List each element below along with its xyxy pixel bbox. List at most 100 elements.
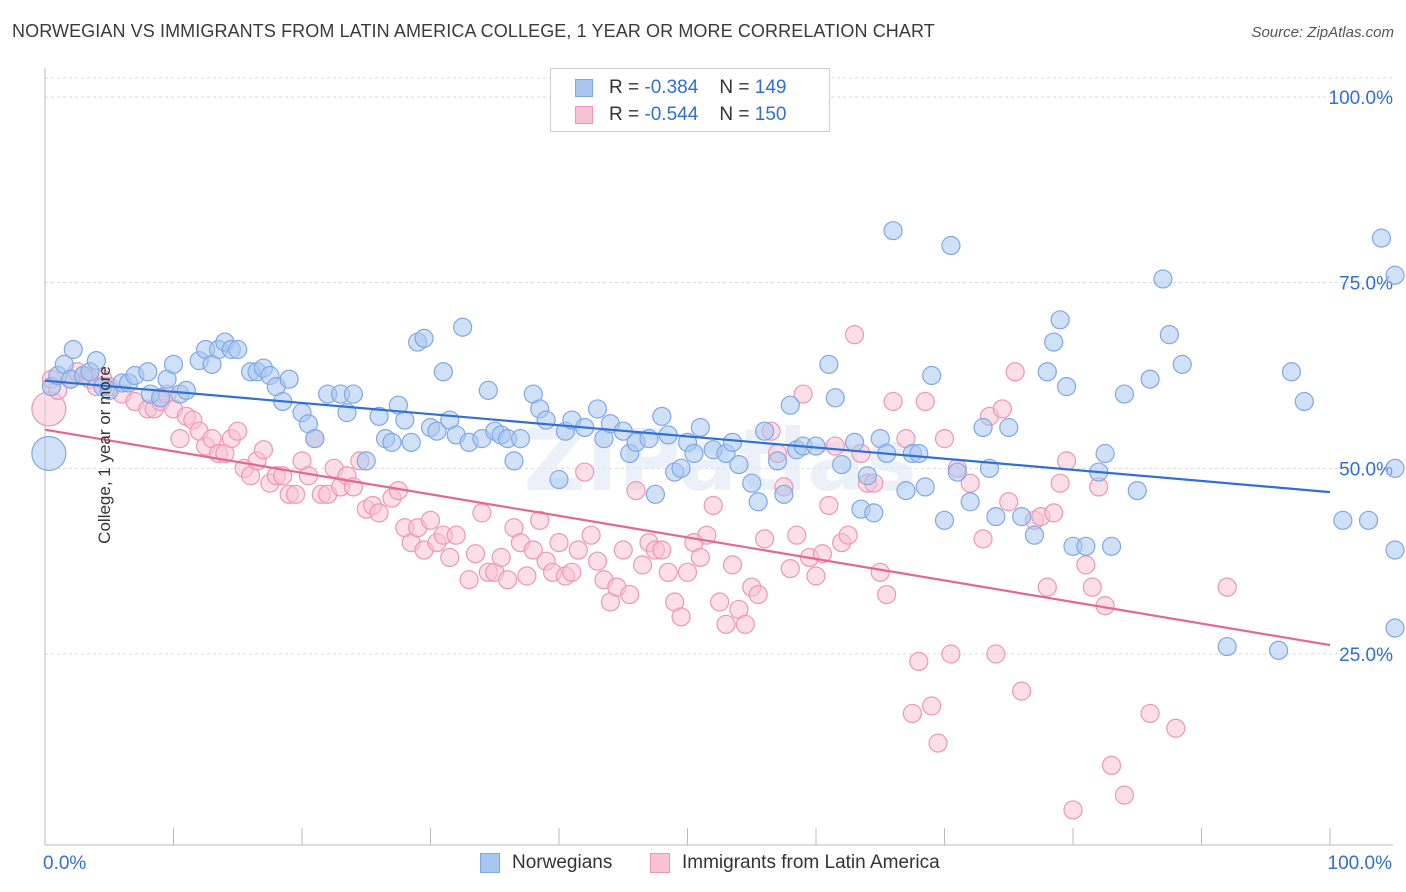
latin-america-point (1076, 555, 1096, 575)
latin-america-point (877, 584, 897, 605)
norwegian-point (510, 429, 531, 449)
norwegian-point (176, 380, 196, 400)
norwegian-point (780, 395, 800, 415)
latin-america-point (562, 562, 582, 582)
norwegian-point (922, 365, 942, 386)
y-tick-label: 100.0% (1329, 88, 1394, 109)
norwegian-point (1385, 540, 1405, 560)
norwegian-point (729, 455, 749, 475)
latin-america-point (446, 525, 466, 545)
latin-america-point (748, 584, 768, 605)
bottom-legend-label: Norwegians (512, 852, 613, 873)
latin-america-point (992, 399, 1012, 419)
norwegian-point (427, 421, 447, 441)
latin-america-point (613, 540, 633, 560)
norwegian-point (1024, 525, 1045, 545)
latin-america-point (1101, 755, 1122, 776)
norwegian-point (478, 380, 498, 400)
norwegian-point (453, 317, 473, 337)
legend-n-label: N = (719, 104, 750, 125)
latin-america-point (491, 547, 511, 568)
norwegian-point (864, 503, 884, 523)
norwegian-point (1294, 391, 1314, 412)
norwegian-point (1127, 481, 1147, 501)
bottom-legend-swatch-pink (650, 853, 670, 873)
norwegian-point (883, 221, 903, 241)
norwegian-point (754, 421, 775, 441)
latin-america-point (677, 562, 698, 582)
latin-america-point (735, 614, 755, 634)
latin-america-point (973, 529, 993, 549)
norwegian-point (915, 477, 935, 497)
latin-america-point (652, 540, 672, 560)
latin-america-point (1217, 577, 1237, 597)
x-tick-label-max: 100.0% (1327, 853, 1392, 874)
latin-america-point (530, 510, 550, 530)
norwegian-point (1385, 458, 1405, 478)
latin-america-point (870, 562, 890, 582)
norwegian-point (1217, 636, 1237, 657)
norwegian-point (767, 451, 788, 471)
latin-america-point (1114, 785, 1135, 805)
norwegian-point (279, 369, 299, 389)
latin-america-point (1056, 451, 1077, 471)
norwegian-point (414, 328, 434, 348)
legend-n-value: 149 (754, 77, 787, 98)
latin-america-point (703, 495, 723, 516)
norwegian-point (909, 443, 929, 464)
latin-america-point (722, 555, 743, 575)
latin-america-point (941, 644, 961, 664)
latin-america-point (549, 532, 569, 553)
latin-america-point (581, 525, 601, 545)
legend-r-value: -0.384 (644, 77, 699, 98)
norwegian-point (587, 399, 608, 419)
latin-america-point (517, 566, 537, 586)
norwegian-point (1172, 354, 1192, 374)
norwegian-point (652, 406, 672, 426)
norwegian-point (1044, 332, 1064, 352)
norwegian-point (999, 417, 1019, 438)
x-tick-label-min: 0.0% (43, 853, 87, 874)
latin-america-point (253, 440, 274, 460)
latin-america-point (1140, 703, 1160, 724)
norwegian-point (832, 455, 852, 475)
latin-america-point (228, 421, 248, 441)
latin-america-point (285, 484, 306, 504)
norwegian-point (1159, 325, 1179, 345)
norwegian-point (356, 451, 376, 471)
latin-america-point (1166, 718, 1186, 738)
y-axis-title: College, 1 year or more (94, 366, 114, 544)
norwegian-point (401, 432, 421, 452)
bottom-legend-swatch-blue (480, 853, 500, 873)
bottom-legend-label: Immigrants from Latin America (682, 852, 940, 873)
norwegian-point (1050, 310, 1070, 330)
latin-america-point (620, 584, 640, 605)
norwegian-point (684, 443, 704, 464)
latin-america-point (825, 436, 845, 456)
latin-america-point (819, 495, 839, 516)
norwegian-point (1076, 536, 1096, 556)
norwegian-point (947, 462, 967, 482)
latin-america-point (459, 570, 479, 590)
norwegian-point (536, 410, 556, 430)
latin-america-point (1037, 577, 1057, 597)
norwegian-point (382, 432, 402, 452)
latin-america-point (902, 703, 922, 724)
latin-america-point (671, 607, 691, 627)
latin-america-point (787, 525, 807, 545)
latin-america-point (568, 540, 588, 560)
latin-america-point (575, 462, 595, 482)
latin-america-point (844, 325, 865, 345)
legend-n-label: N = (719, 77, 750, 98)
latin-america-point (523, 540, 543, 560)
norwegian-point (896, 481, 916, 501)
norwegian-point (1281, 362, 1302, 382)
norwegian-point (941, 235, 961, 256)
norwegian-point (748, 492, 768, 512)
latin-america-point (498, 570, 518, 590)
norwegian-point (1358, 510, 1379, 530)
norwegian-point (1114, 384, 1135, 404)
norwegian-point (934, 510, 955, 530)
norwegian-point (690, 417, 710, 438)
